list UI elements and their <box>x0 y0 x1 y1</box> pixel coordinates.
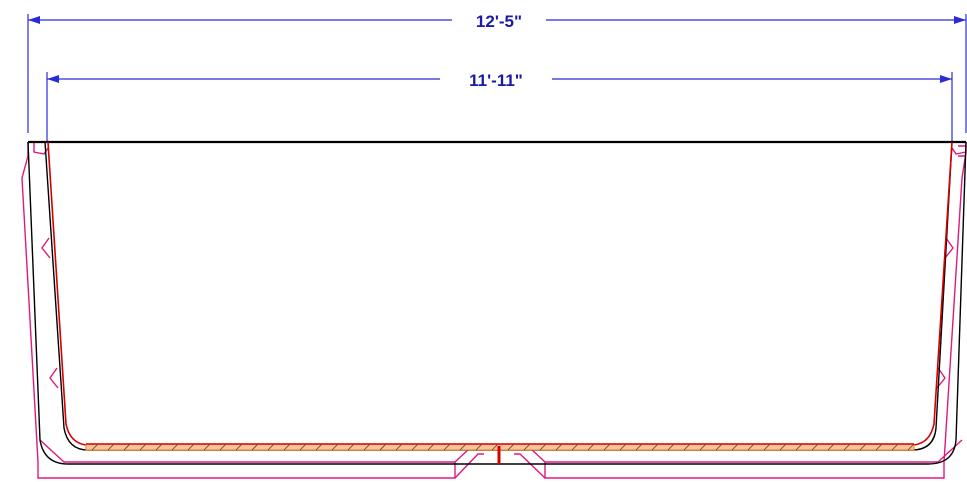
floor-hatch-mark <box>507 443 515 451</box>
floor-hatch-mark <box>715 443 723 451</box>
floor-hatch-mark <box>155 443 163 451</box>
floor-hatch-mark <box>251 443 259 451</box>
floor-hatch-mark <box>395 443 403 451</box>
floor-slab <box>85 443 915 464</box>
floor-hatch-mark <box>843 443 851 451</box>
overall-dimension: 12'-5" <box>27 12 967 133</box>
floor-hatch-mark <box>811 443 819 451</box>
floor-hatch-mark <box>475 443 483 451</box>
liner-right <box>913 141 953 446</box>
floor-hatch-mark <box>779 443 787 451</box>
liner-left <box>47 141 87 446</box>
frame-right-inner <box>951 147 967 155</box>
floor-hatch-mark <box>667 443 675 451</box>
outer-wall-outline <box>27 141 967 465</box>
frame-center-notch-left <box>454 447 484 479</box>
floor-hatch-mark <box>411 443 419 451</box>
floor-hatch-mark <box>603 443 611 451</box>
floor-hatch-mark <box>459 443 467 451</box>
wall-key-right-upper <box>944 237 954 259</box>
floor-hatch-mark <box>347 443 355 451</box>
overall-arrow-left <box>28 16 40 24</box>
floor-hatch-mark <box>443 443 451 451</box>
inner-dimension: 11'-11" <box>46 71 953 142</box>
floor-hatch-mark <box>315 443 323 451</box>
overall-dimension-label: 12'-5" <box>476 12 522 31</box>
floor-hatch-mark <box>219 443 227 451</box>
floor-hatch-mark <box>523 443 531 451</box>
floor-hatch-lines <box>91 443 915 451</box>
inner-liner <box>47 141 953 446</box>
floor-hatch-mark <box>107 443 115 451</box>
floor-hatch-mark <box>267 443 275 451</box>
floor-hatch-mark <box>699 443 707 451</box>
floor-hatch-mark <box>123 443 131 451</box>
floor-hatch-mark <box>635 443 643 451</box>
frame-outline <box>21 142 967 479</box>
floor-hatch-mark <box>875 443 883 451</box>
frame-right-outer <box>544 142 967 479</box>
floor-hatch-mark <box>747 443 755 451</box>
floor-hatch-mark <box>859 443 867 451</box>
inner-wall-outline <box>44 141 953 451</box>
overall-arrow-right <box>954 16 966 24</box>
floor-hatch-mark <box>619 443 627 451</box>
frame-left-outer <box>21 142 456 479</box>
section-outline <box>27 140 967 465</box>
floor-hatch-mark <box>587 443 595 451</box>
floor-hatch-mark <box>891 443 899 451</box>
inner-dimension-label: 11'-11" <box>469 71 523 90</box>
floor-hatch-mark <box>683 443 691 451</box>
floor-hatch-mark <box>827 443 835 451</box>
floor-hatch-mark <box>363 443 371 451</box>
floor-hatch-mark <box>187 443 195 451</box>
floor-hatch-mark <box>571 443 579 451</box>
frame-bottom-left-haunch <box>39 439 455 463</box>
floor-hatch-mark <box>539 443 547 451</box>
floor-hatch-mark <box>491 443 499 451</box>
wall-key-left-upper <box>41 237 51 259</box>
floor-hatch-mark <box>731 443 739 451</box>
floor-hatch-mark <box>91 443 99 451</box>
floor-hatch-mark <box>379 443 387 451</box>
frame-right-stub <box>958 145 966 157</box>
wall-key-right-lower <box>936 367 946 389</box>
floor-hatch-mark <box>283 443 291 451</box>
inner-arrow-right <box>940 75 952 83</box>
floor-hatch-mark <box>795 443 803 451</box>
floor-hatch-mark <box>139 443 147 451</box>
floor-hatch-mark <box>427 443 435 451</box>
inner-arrow-left <box>47 75 59 83</box>
wall-key-left-lower <box>49 367 59 389</box>
floor-hatch-mark <box>235 443 243 451</box>
floor-hatch-mark <box>203 443 211 451</box>
floor-hatch-mark <box>907 443 915 451</box>
floor-hatch-mark <box>171 443 179 451</box>
floor-hatch-mark <box>651 443 659 451</box>
floor-hatch-mark <box>763 443 771 451</box>
frame-center-notch-right <box>514 447 546 479</box>
floor-hatch-mark <box>555 443 563 451</box>
floor-hatch-mark <box>299 443 307 451</box>
floor-hatch-mark <box>331 443 339 451</box>
